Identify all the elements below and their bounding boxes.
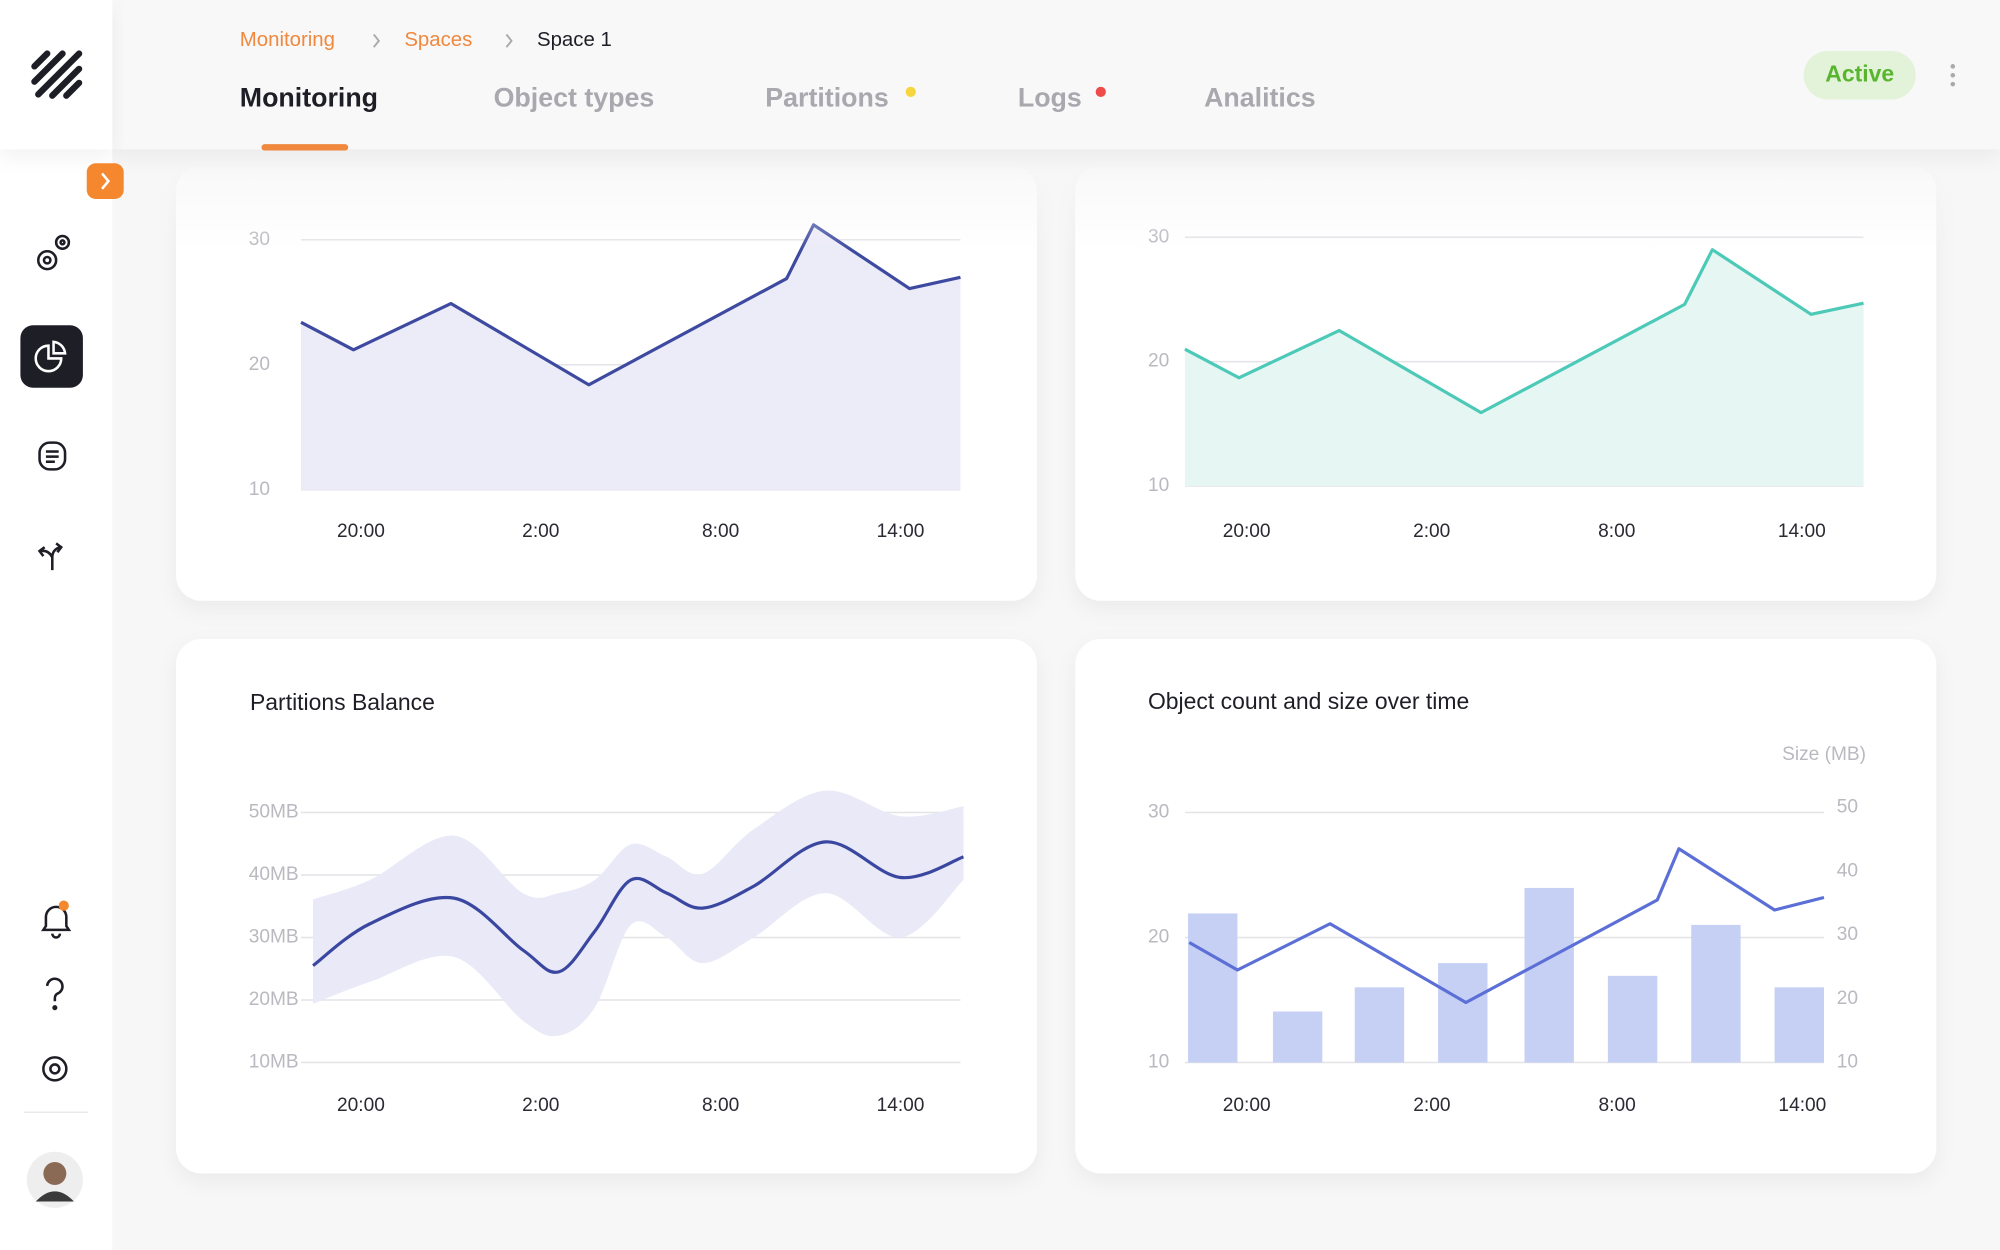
tab[interactable]: Monitoring [240, 83, 378, 113]
x-tick-label: 2:00 [522, 521, 559, 542]
y-tick-label: 20 [1148, 351, 1169, 372]
x-tick-label: 20:00 [337, 521, 385, 542]
x-tick-label: 20:00 [1223, 521, 1271, 542]
header [112, 0, 2000, 150]
avatar-body [35, 1191, 74, 1202]
tab[interactable]: Partitions [765, 83, 888, 113]
tab[interactable]: Analitics [1204, 83, 1316, 113]
tab-dot [1095, 86, 1106, 97]
breadcrumb[interactable]: Spaces [404, 29, 472, 51]
bar [1691, 924, 1741, 1063]
y-tick-label: 30 [1148, 802, 1169, 823]
breadcrumb[interactable]: Monitoring [240, 29, 335, 51]
chart-title: Object count and size over time [1148, 688, 1469, 714]
x-tick-label: 8:00 [702, 1095, 739, 1116]
x-tick-label: 14:00 [1778, 1095, 1826, 1116]
y-tick-label: 10MB [249, 1052, 299, 1073]
notification-dot [58, 900, 69, 911]
menu-button[interactable] [1950, 64, 1956, 87]
bar [1438, 963, 1488, 1063]
charts: 10 20 30 20:00 2:00 8:00 14:00 10 20 30 20:00 2:00 8… [249, 223, 1866, 1116]
line [1184, 248, 1864, 415]
routes-nav[interactable] [37, 542, 64, 571]
bar [1607, 975, 1658, 1063]
area-fill [1184, 249, 1864, 486]
card [1075, 639, 1937, 1174]
tab-underline [261, 144, 349, 151]
y-tick-label: 50MB [249, 802, 299, 823]
y-tick-label: 40MB [249, 864, 299, 885]
x-tick-label: 14:00 [877, 521, 925, 542]
bar [1774, 987, 1824, 1063]
bar [1188, 913, 1238, 1063]
y-tick-label: 10 [1148, 1052, 1169, 1073]
breadcrumb-separator [505, 33, 513, 48]
x-tick-label: 20:00 [1223, 1095, 1271, 1116]
x-tick-label: 8:00 [1599, 1095, 1636, 1116]
status-pill [1803, 51, 1916, 100]
x-tick-label: 2:00 [1413, 521, 1450, 542]
tab[interactable]: Logs [1018, 83, 1082, 113]
settings-nav[interactable] [36, 234, 71, 271]
bar [1272, 1011, 1323, 1063]
y-tick-label: 30MB [249, 927, 299, 948]
x-tick-label: 8:00 [1598, 521, 1635, 542]
y2-tick-label: 40 [1837, 860, 1858, 881]
expand-icon [101, 172, 111, 190]
status: Active [1825, 60, 1894, 86]
x-tick-label: 2:00 [522, 1095, 559, 1116]
header-fade [112, 149, 2000, 252]
y2-tick-label: 30 [1837, 924, 1858, 945]
line [312, 840, 965, 974]
breadcrumb: Space 1 [537, 29, 612, 51]
analytics-nav[interactable] [20, 325, 83, 388]
logo [31, 50, 83, 99]
chart-title: Partitions Balance [250, 689, 435, 715]
line [1188, 847, 1825, 1005]
bar [1524, 887, 1574, 1063]
sidebar [0, 0, 113, 1250]
area-fill [301, 224, 961, 490]
tab[interactable]: Object types [494, 83, 655, 113]
bar [1354, 987, 1405, 1063]
y-tick-label: 20 [1148, 927, 1169, 948]
y2-tick-label: 10 [1837, 1052, 1858, 1073]
y2-tick-label: 50 [1837, 797, 1858, 818]
tab-dot [905, 86, 916, 97]
line [300, 223, 961, 387]
help-nav[interactable] [45, 977, 64, 1011]
y2-axis-label: Size (MB) [1782, 744, 1866, 765]
x-tick-label: 20:00 [337, 1095, 385, 1116]
expand-button[interactable] [86, 163, 124, 199]
avatar-face [43, 1161, 67, 1185]
x-tick-label: 2:00 [1413, 1095, 1450, 1116]
documents-nav[interactable] [38, 441, 67, 471]
y-tick-label: 10 [1148, 475, 1169, 496]
analytics-icon [34, 340, 67, 373]
x-tick-label: 8:00 [702, 521, 739, 542]
x-tick-label: 14:00 [877, 1095, 925, 1116]
y-tick-label: 20MB [249, 989, 299, 1010]
y-tick-label: 10 [249, 479, 270, 500]
y-tick-label: 20 [249, 354, 270, 375]
breadcrumb-separator [372, 33, 381, 48]
x-tick-label: 14:00 [1778, 521, 1826, 542]
preferences-nav[interactable] [42, 1056, 68, 1082]
y2-tick-label: 20 [1837, 988, 1858, 1009]
